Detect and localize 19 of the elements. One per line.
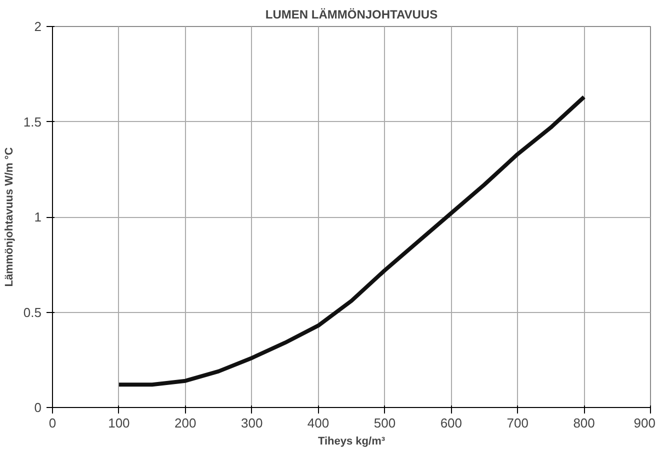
x-tick-label: 100: [108, 416, 130, 430]
y-tick-label: 2: [34, 19, 42, 34]
x-tick-label: 900: [634, 416, 656, 430]
y-tick-label: 0: [34, 400, 42, 415]
x-tick-label: 700: [506, 416, 528, 430]
chart-title: LUMEN LÄMMÖNJOHTAVUUS: [265, 8, 438, 22]
y-tick-label: 0.5: [23, 304, 42, 320]
x-tick-label: 400: [307, 416, 330, 430]
x-tick-label: 200: [174, 416, 196, 430]
x-axis-title: Tiheys kg/m³: [318, 436, 386, 448]
x-tick-label: 500: [374, 416, 396, 430]
y-tick-label: 1.5: [23, 114, 42, 130]
y-tick-label: 1: [34, 210, 42, 224]
x-tick-label: 0: [48, 416, 56, 430]
x-tick-label: 300: [240, 416, 263, 430]
x-tick-label: 600: [440, 416, 462, 430]
x-tick-label: 800: [573, 416, 595, 430]
line-series: [116, 94, 586, 387]
y-axis-title: Lämmönjohtavuus W/m °C: [3, 147, 16, 287]
